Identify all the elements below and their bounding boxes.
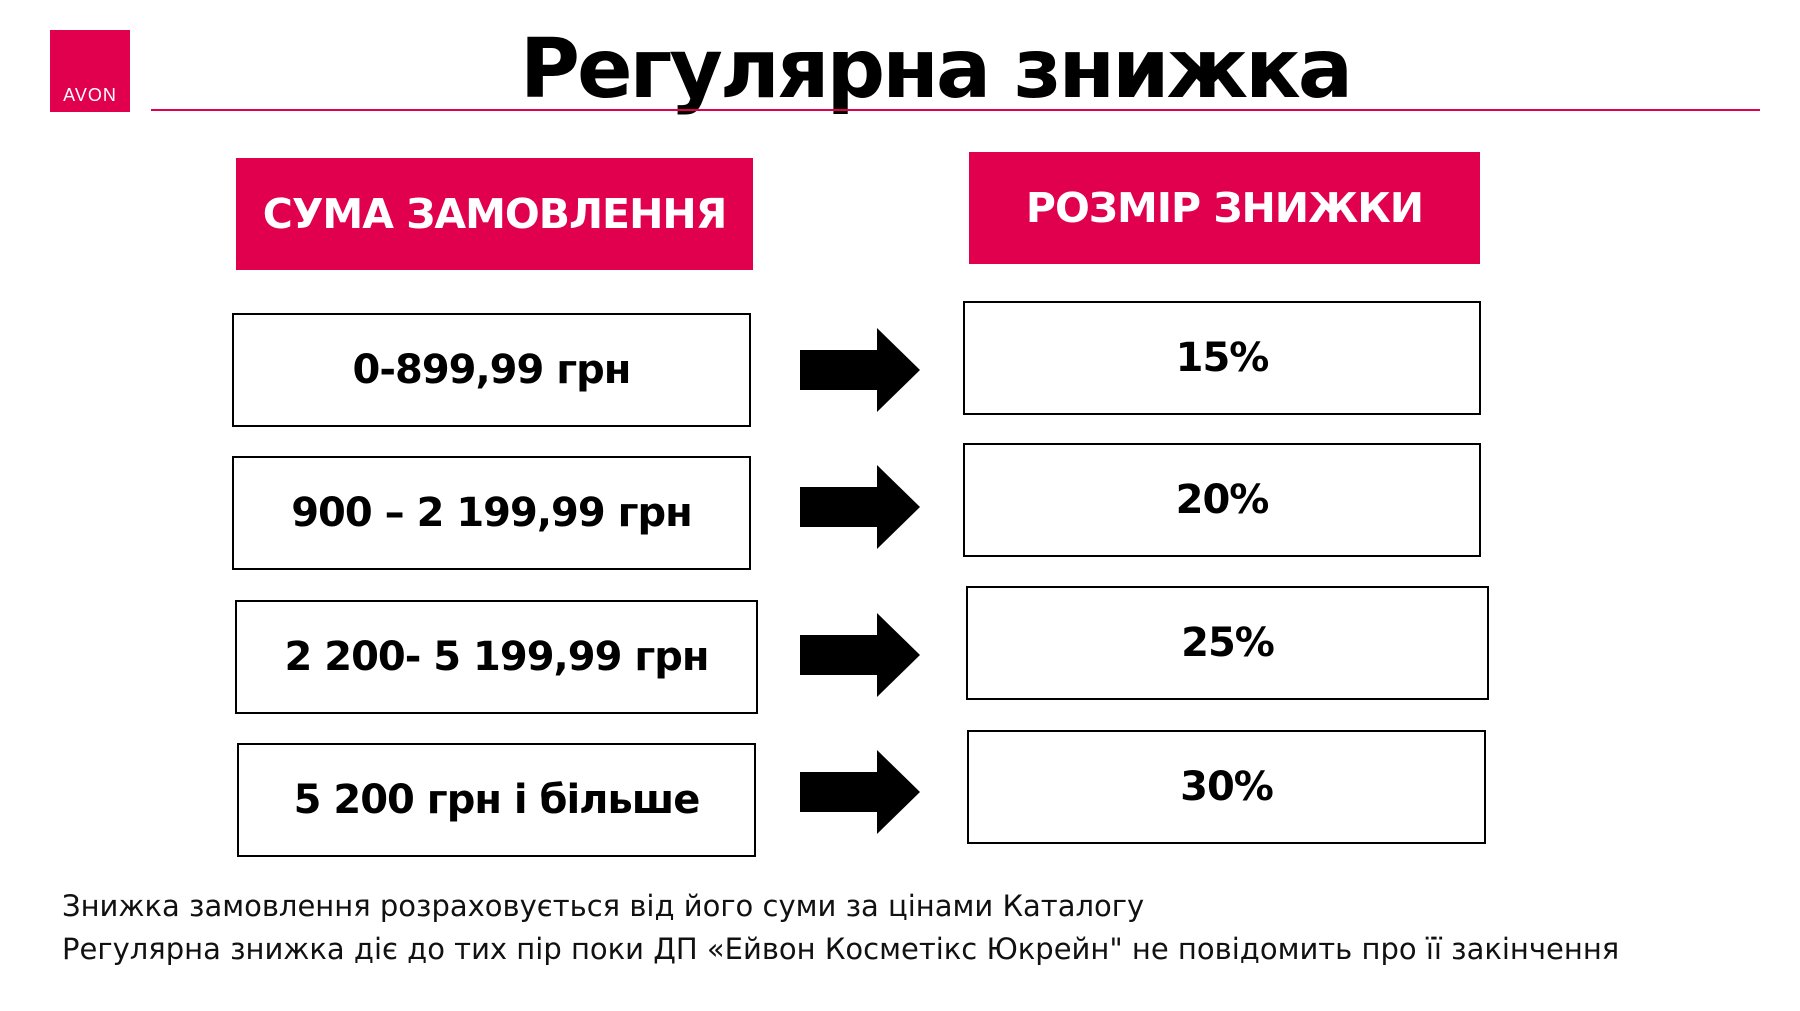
arrow-right-icon [800,750,920,834]
footer-note-2: Регулярна знижка діє до тих пір поки ДП … [62,932,1620,966]
avon-logo: AVON [50,30,130,112]
amount-cell-3: 2 200- 5 199,99 грн [235,600,758,714]
discount-cell-2: 20% [963,443,1481,557]
discount-cell-1: 15% [963,301,1481,415]
arrow-right-icon [800,613,920,697]
amount-column-header: СУМА ЗАМОВЛЕННЯ [236,158,753,270]
arrow-right-icon [800,328,920,412]
discount-cell-3: 25% [966,586,1489,700]
discount-column-header: РОЗМІР ЗНИЖКИ [969,152,1480,264]
footer-note-1: Знижка замовлення розраховується від йог… [62,889,1145,923]
arrow-right-icon [800,465,920,549]
page-title: Регулярна знижка [519,22,1353,117]
amount-cell-1: 0-899,99 грн [232,313,751,427]
amount-cell-4: 5 200 грн і більше [237,743,756,857]
discount-cell-4: 30% [967,730,1486,844]
title-divider [151,109,1760,111]
amount-cell-2: 900 – 2 199,99 грн [232,456,751,570]
avon-logo-text: AVON [63,85,117,105]
